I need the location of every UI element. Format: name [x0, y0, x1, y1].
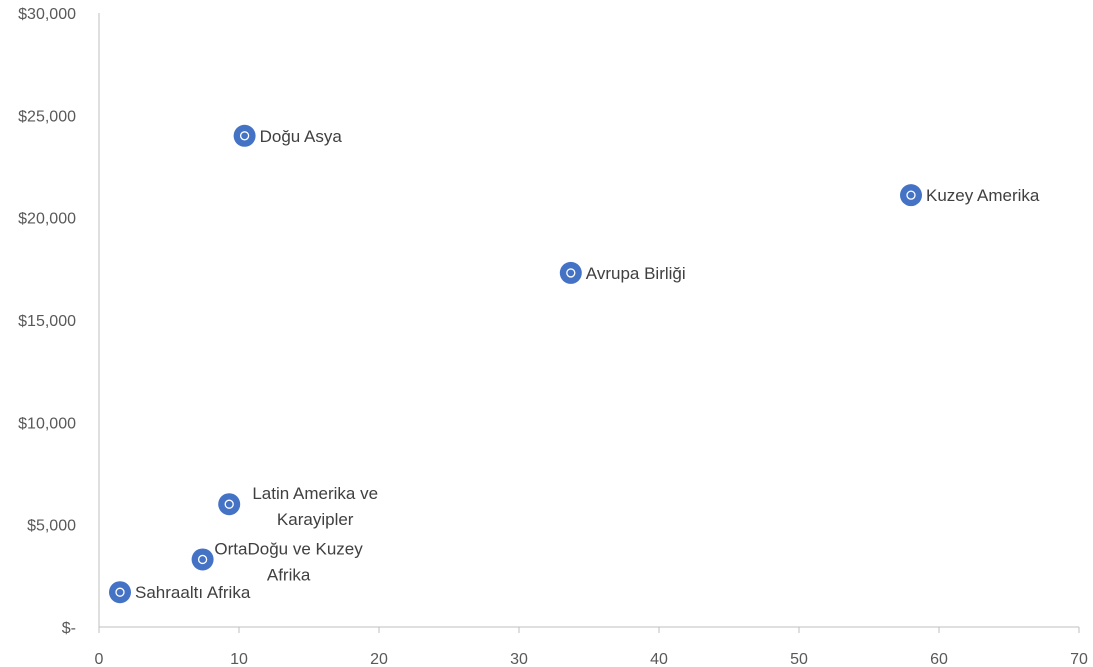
x-tick-label: 50: [790, 651, 808, 667]
scatter-point: [900, 184, 922, 207]
point-marker-inner: [115, 587, 125, 597]
x-tick-label: 60: [930, 651, 948, 667]
y-tick-label: $25,000: [18, 108, 76, 125]
y-axis: $- $5,000 $10,000 $15,000 $20,000 $25,000 $30,…: [18, 6, 100, 637]
y-tick-label: $-: [62, 620, 76, 637]
y-tick-label: $15,000: [18, 313, 76, 330]
point-label: OrtaDoğu ve Kuzey: [214, 539, 363, 558]
data-labels: Doğu Asya Kuzey Amerika Avrupa Birliği Lati…: [135, 127, 1040, 602]
data-points: [109, 124, 922, 604]
point-marker: [191, 548, 214, 571]
point-label: Avrupa Birliği: [586, 264, 686, 283]
point-label: Sahraaltı Afrika: [135, 583, 251, 602]
y-tick-label: $10,000: [18, 415, 76, 432]
x-tick-label: 10: [230, 651, 248, 667]
scatter-point: [218, 493, 241, 516]
point-marker: [233, 124, 256, 147]
point-marker: [559, 261, 582, 284]
point-marker: [109, 581, 131, 604]
point-marker: [900, 184, 922, 207]
point-marker-inner: [906, 190, 916, 200]
y-tick-label: $30,000: [18, 6, 76, 23]
x-tick-label: 30: [510, 651, 528, 667]
point-marker: [218, 493, 241, 516]
point-label: Karayipler: [277, 510, 354, 529]
point-marker-inner: [197, 554, 208, 565]
point-label: Doğu Asya: [260, 127, 343, 146]
scatter-point: [109, 581, 131, 604]
point-label: Kuzey Amerika: [926, 186, 1040, 205]
y-tick-label: $5,000: [27, 518, 76, 535]
point-label: Afrika: [267, 565, 311, 584]
point-marker-inner: [566, 268, 576, 278]
x-tick-label: 0: [95, 651, 104, 667]
x-tick-label: 40: [650, 651, 668, 667]
x-tick-label: 70: [1070, 651, 1088, 667]
x-tick-label: 20: [370, 651, 388, 667]
scatter-point: [233, 124, 256, 147]
scatter-point: [559, 261, 582, 284]
y-tick-label: $20,000: [18, 211, 76, 228]
point-label: Latin Amerika ve: [252, 484, 378, 503]
point-marker-inner: [239, 131, 250, 141]
scatter-point: [191, 548, 214, 571]
x-axis: 0 10 20 30 40 50 60 70: [95, 626, 1088, 667]
point-marker-inner: [224, 499, 234, 509]
